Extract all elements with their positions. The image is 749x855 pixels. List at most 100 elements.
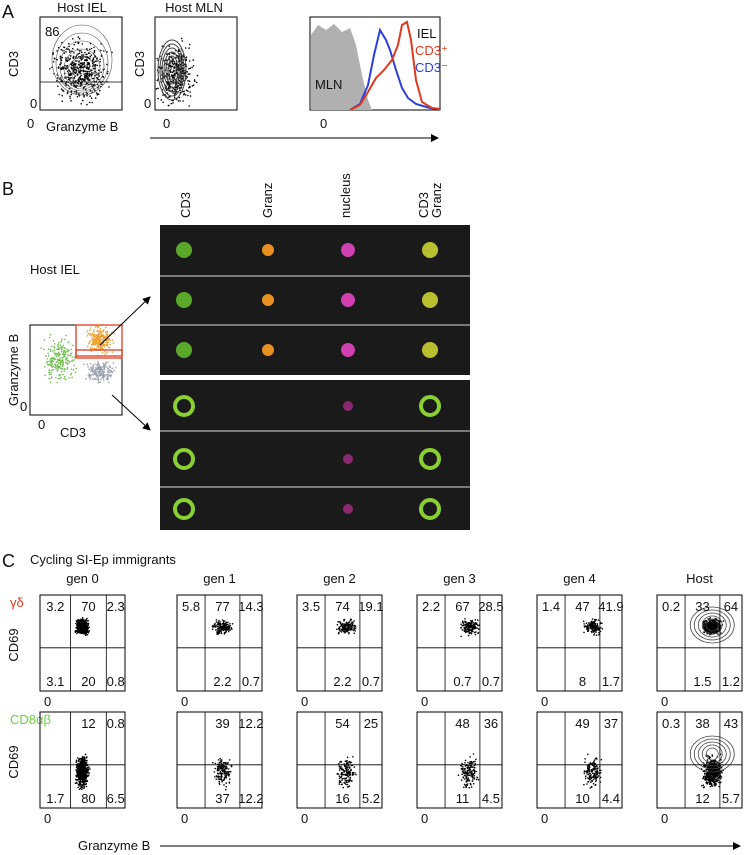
- dot: [214, 768, 216, 770]
- dot: [55, 353, 57, 355]
- dot: [107, 367, 109, 369]
- dot: [598, 775, 600, 777]
- dot: [79, 38, 81, 40]
- dot: [57, 86, 59, 88]
- dot: [60, 62, 62, 64]
- dot: [705, 769, 707, 771]
- dot: [75, 71, 77, 73]
- dot: [55, 377, 57, 379]
- dot: [464, 628, 466, 630]
- dot: [100, 335, 102, 337]
- dot: [100, 366, 102, 368]
- dot: [478, 628, 480, 630]
- dot: [56, 50, 58, 52]
- dot: [59, 378, 61, 380]
- dot: [99, 339, 101, 341]
- dot: [71, 349, 73, 351]
- dot: [593, 627, 595, 629]
- dot: [60, 56, 62, 58]
- dot: [341, 772, 343, 774]
- dot: [471, 631, 473, 633]
- cell: [341, 293, 355, 307]
- dot: [98, 330, 100, 332]
- dot: [461, 629, 463, 631]
- dot: [226, 628, 228, 630]
- quadrant-value: 48: [455, 716, 469, 731]
- dot: [353, 630, 355, 632]
- dot: [96, 364, 98, 366]
- dot: [354, 772, 356, 774]
- dot: [157, 80, 159, 82]
- x-zero: 0: [301, 694, 308, 709]
- dot: [583, 632, 585, 634]
- dot: [354, 628, 356, 630]
- dot: [84, 760, 86, 762]
- dot: [219, 778, 221, 780]
- dot: [74, 63, 76, 65]
- dot: [61, 349, 63, 351]
- dot: [65, 352, 67, 354]
- dot: [100, 50, 102, 52]
- dots: [212, 619, 234, 635]
- dot: [341, 631, 343, 633]
- dot: [347, 769, 349, 771]
- x-zero: 0: [181, 811, 188, 826]
- quadrant-value: 1.5: [693, 674, 711, 689]
- dot: [588, 781, 590, 783]
- dot: [463, 787, 465, 789]
- cell: [262, 294, 274, 306]
- dot: [94, 372, 96, 374]
- dot: [104, 375, 106, 377]
- x-zero: 0: [163, 116, 170, 131]
- dot: [103, 376, 105, 378]
- dot: [63, 378, 65, 380]
- dot: [348, 626, 350, 628]
- dot: [63, 350, 65, 352]
- dot: [61, 95, 63, 97]
- quadrant-value: 77: [215, 599, 229, 614]
- dot: [94, 71, 96, 73]
- dot: [187, 95, 189, 97]
- dot: [85, 623, 87, 625]
- dot: [229, 778, 231, 780]
- dot: [76, 766, 78, 768]
- dot: [463, 630, 465, 632]
- dot: [52, 350, 54, 352]
- dot: [104, 338, 106, 340]
- dot: [52, 360, 54, 362]
- dot: [106, 64, 108, 66]
- dot: [218, 781, 220, 783]
- dot: [82, 100, 84, 102]
- dot: [172, 58, 174, 60]
- dot: [59, 366, 61, 368]
- dots: [74, 617, 90, 636]
- dot: [88, 71, 90, 73]
- dot: [464, 762, 466, 764]
- dot: [89, 52, 91, 54]
- dot: [75, 56, 77, 58]
- dot: [64, 369, 66, 371]
- quadrant-value: 67: [455, 599, 469, 614]
- dots: [75, 754, 91, 790]
- dot: [106, 345, 108, 347]
- dot: [109, 347, 111, 349]
- dot: [592, 768, 594, 770]
- dot: [469, 774, 471, 776]
- dot: [601, 759, 603, 761]
- dot: [86, 760, 88, 762]
- dot: [57, 366, 59, 368]
- dot: [703, 622, 705, 624]
- dot: [82, 78, 84, 80]
- dot: [592, 762, 594, 764]
- dot: [341, 774, 343, 776]
- dot: [474, 778, 476, 780]
- dot: [593, 634, 595, 636]
- dot: [221, 773, 223, 775]
- dot: [87, 620, 89, 622]
- dot: [92, 59, 94, 61]
- dot: [706, 630, 708, 632]
- dot: [77, 757, 79, 759]
- dot: [219, 628, 221, 630]
- dot: [81, 788, 83, 790]
- dot: [97, 331, 99, 333]
